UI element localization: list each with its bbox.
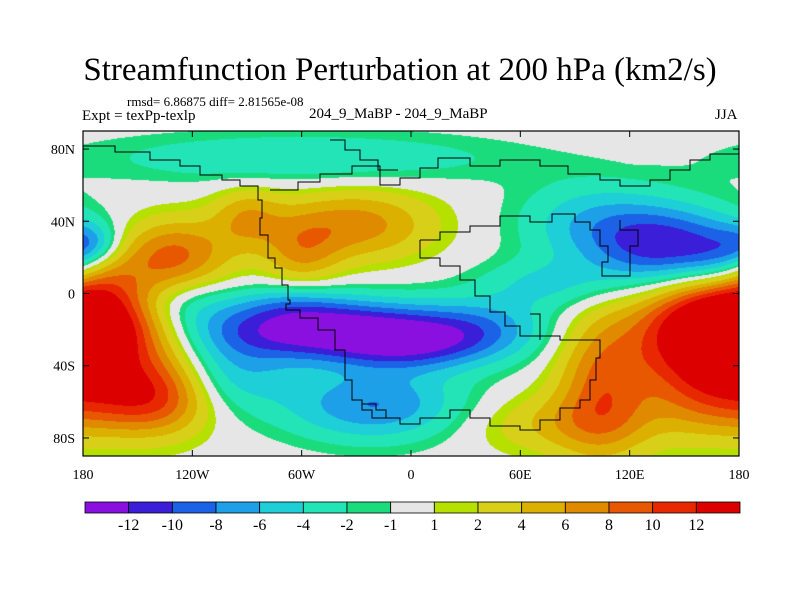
colorbar-label: -1	[384, 517, 397, 534]
colorbar-label: -8	[209, 517, 222, 534]
coast-americas	[83, 145, 388, 419]
continent-outlines	[83, 139, 739, 431]
x-tick-label: 0	[408, 468, 415, 483]
axis-ticks	[82, 131, 740, 456]
x-tick-label: 180	[73, 468, 94, 483]
colorbar-label: -4	[297, 517, 310, 534]
colorbar-label: 12	[688, 517, 704, 534]
y-tick-label: 40S	[53, 360, 75, 375]
y-tick-label: 40N	[51, 215, 75, 230]
contour-fill	[83, 131, 739, 456]
coast-mid-latitudes	[420, 213, 639, 277]
x-tick-label: 60E	[509, 468, 532, 483]
colorbar	[84, 501, 741, 514]
coast-eurasia-africa	[270, 153, 739, 191]
colorbar-label: 10	[645, 517, 661, 534]
coast-australia	[530, 313, 541, 340]
x-tick-label: 180	[729, 468, 750, 483]
y-tick-label: 80N	[51, 143, 75, 158]
season-label: JJA	[715, 107, 738, 123]
coast-greenland	[330, 139, 398, 171]
x-tick-label: 60W	[288, 468, 316, 483]
colorbar-label: 8	[605, 517, 613, 534]
colorbar-label: 6	[561, 517, 569, 534]
runs-label: 204_9_MaBP - 204_9_MaBP	[309, 106, 488, 122]
experiment-label: Expt = texPp-texlp	[82, 108, 196, 124]
stats-label: rmsd= 6.86875 diff= 2.81565e-08	[127, 94, 304, 109]
colorbar-label: -2	[340, 517, 353, 534]
colorbar-label: -6	[253, 517, 266, 534]
y-tick-label: 0	[68, 288, 75, 303]
coast-africa	[362, 240, 601, 431]
colorbar-label: 2	[474, 517, 482, 534]
colorbar-label: 4	[518, 517, 526, 534]
chart-title: Streamfunction Perturbation at 200 hPa (…	[83, 52, 717, 88]
x-tick-label: 120W	[175, 468, 210, 483]
colorbar-label: -10	[162, 517, 183, 534]
x-tick-label: 120E	[615, 468, 645, 483]
colorbar-label: -12	[118, 517, 139, 534]
colorbar-swatch	[695, 501, 741, 514]
colorbar-label: 1	[430, 517, 438, 534]
y-tick-label: 80S	[53, 432, 75, 447]
